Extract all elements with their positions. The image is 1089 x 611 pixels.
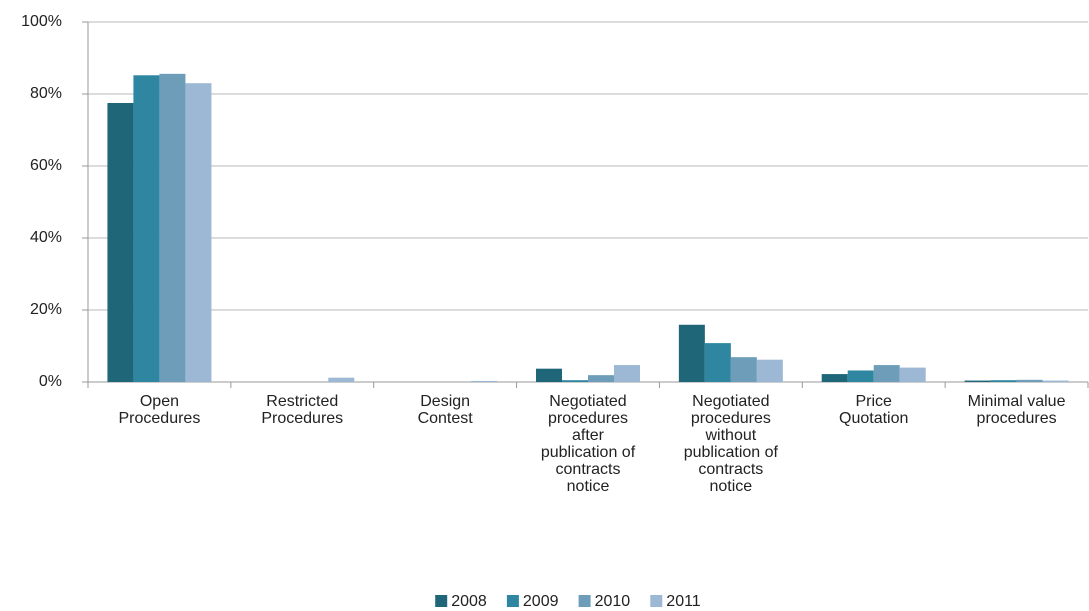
legend-item: 2008 (435, 593, 487, 610)
bar (328, 377, 355, 382)
x-tick-label: Price Quotation (839, 393, 908, 427)
x-tick-label-line: Restricted (266, 393, 338, 410)
bar (107, 103, 134, 382)
bar (185, 83, 212, 382)
bar (730, 357, 757, 382)
x-tick-label: Open Procedures (119, 393, 201, 427)
x-tick-label-line: Procedures (261, 410, 343, 427)
bar (990, 380, 1017, 382)
x-tick-label-line: without (705, 427, 757, 444)
y-tick-label: 100% (21, 13, 62, 30)
bar (1016, 379, 1043, 382)
bar (821, 374, 848, 382)
x-tick-label-line: notice (567, 478, 610, 495)
x-tick-label-line: Negotiated (692, 393, 769, 410)
x-tick-label-line: contracts (698, 461, 763, 478)
bar (873, 365, 900, 382)
legend-label: 2008 (451, 593, 487, 610)
x-tick-label-line: Design (420, 393, 470, 410)
bar (471, 380, 498, 382)
x-tick-label-line: contracts (556, 461, 621, 478)
x-tick-label-line: Open (140, 393, 179, 410)
x-tick-label-line: Quotation (839, 410, 908, 427)
bar (678, 324, 705, 382)
legend-item: 2011 (650, 593, 701, 610)
bar (614, 365, 640, 382)
x-tick-label-line: Procedures (119, 410, 201, 427)
legend-label: 2010 (595, 593, 631, 610)
x-tick-label: Negotiated procedures after publication of c… (541, 393, 636, 495)
y-tick-label: 0% (39, 373, 62, 390)
x-tick-label: Negotiated procedures without publication o… (684, 393, 779, 495)
x-tick-label-line: after (572, 427, 605, 444)
x-tick-label-line: Contest (418, 410, 474, 427)
bar (536, 368, 562, 382)
x-tick-label-line: Negotiated (549, 393, 626, 410)
bar (704, 343, 731, 382)
y-tick-label: 40% (30, 229, 62, 246)
bar (899, 367, 926, 382)
bar (1042, 380, 1069, 382)
x-tick-label-line: notice (710, 478, 753, 495)
x-tick-label: Minimal value procedures (968, 393, 1066, 427)
x-tick-label-line: publication of (684, 444, 779, 461)
bar (756, 359, 783, 382)
bar (159, 73, 186, 382)
x-tick-label-line: procedures (977, 410, 1057, 427)
legend-label: 2009 (523, 593, 559, 610)
x-tick-label-line: Minimal value (968, 393, 1066, 410)
x-tick-label: Restricted Procedures (261, 393, 343, 427)
legend-swatch (435, 595, 448, 607)
x-tick-label-line: publication of (541, 444, 636, 461)
bar (588, 375, 614, 382)
y-tick-label: 60% (30, 157, 62, 174)
x-tick-label-line: procedures (548, 410, 628, 427)
x-tick-label: Design Contest (418, 393, 474, 427)
legend-item: 2009 (506, 593, 559, 610)
y-tick-label: 20% (30, 301, 62, 318)
x-tick-label-line: procedures (691, 410, 771, 427)
legend-label: 2011 (666, 593, 701, 610)
legend-swatch (578, 595, 591, 607)
legend-swatch (506, 595, 519, 607)
legend-swatch (650, 595, 663, 607)
legend-item: 2010 (578, 593, 631, 610)
bar (562, 380, 588, 382)
bar (133, 75, 160, 382)
x-tick-label-line: Price (855, 393, 892, 410)
bar (847, 370, 874, 382)
bar (964, 380, 991, 382)
y-tick-label: 80% (30, 85, 62, 102)
